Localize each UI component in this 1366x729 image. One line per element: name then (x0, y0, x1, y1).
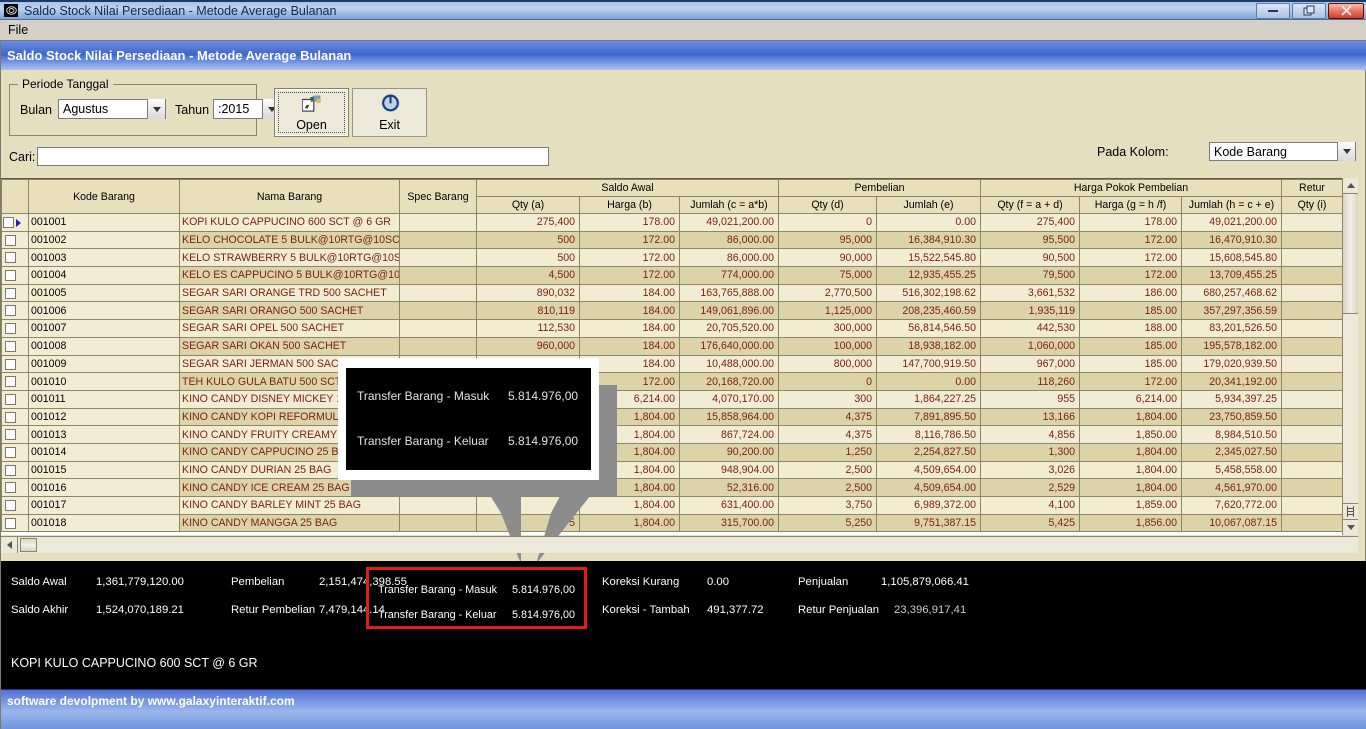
svg-text:5.814.976,00: 5.814.976,00 (508, 434, 578, 448)
svg-text:Transfer Barang - Masuk: Transfer Barang - Masuk (357, 389, 490, 403)
svg-text:Transfer Barang - Keluar: Transfer Barang - Keluar (357, 434, 489, 448)
svg-text:5.814.976,00: 5.814.976,00 (508, 389, 578, 403)
